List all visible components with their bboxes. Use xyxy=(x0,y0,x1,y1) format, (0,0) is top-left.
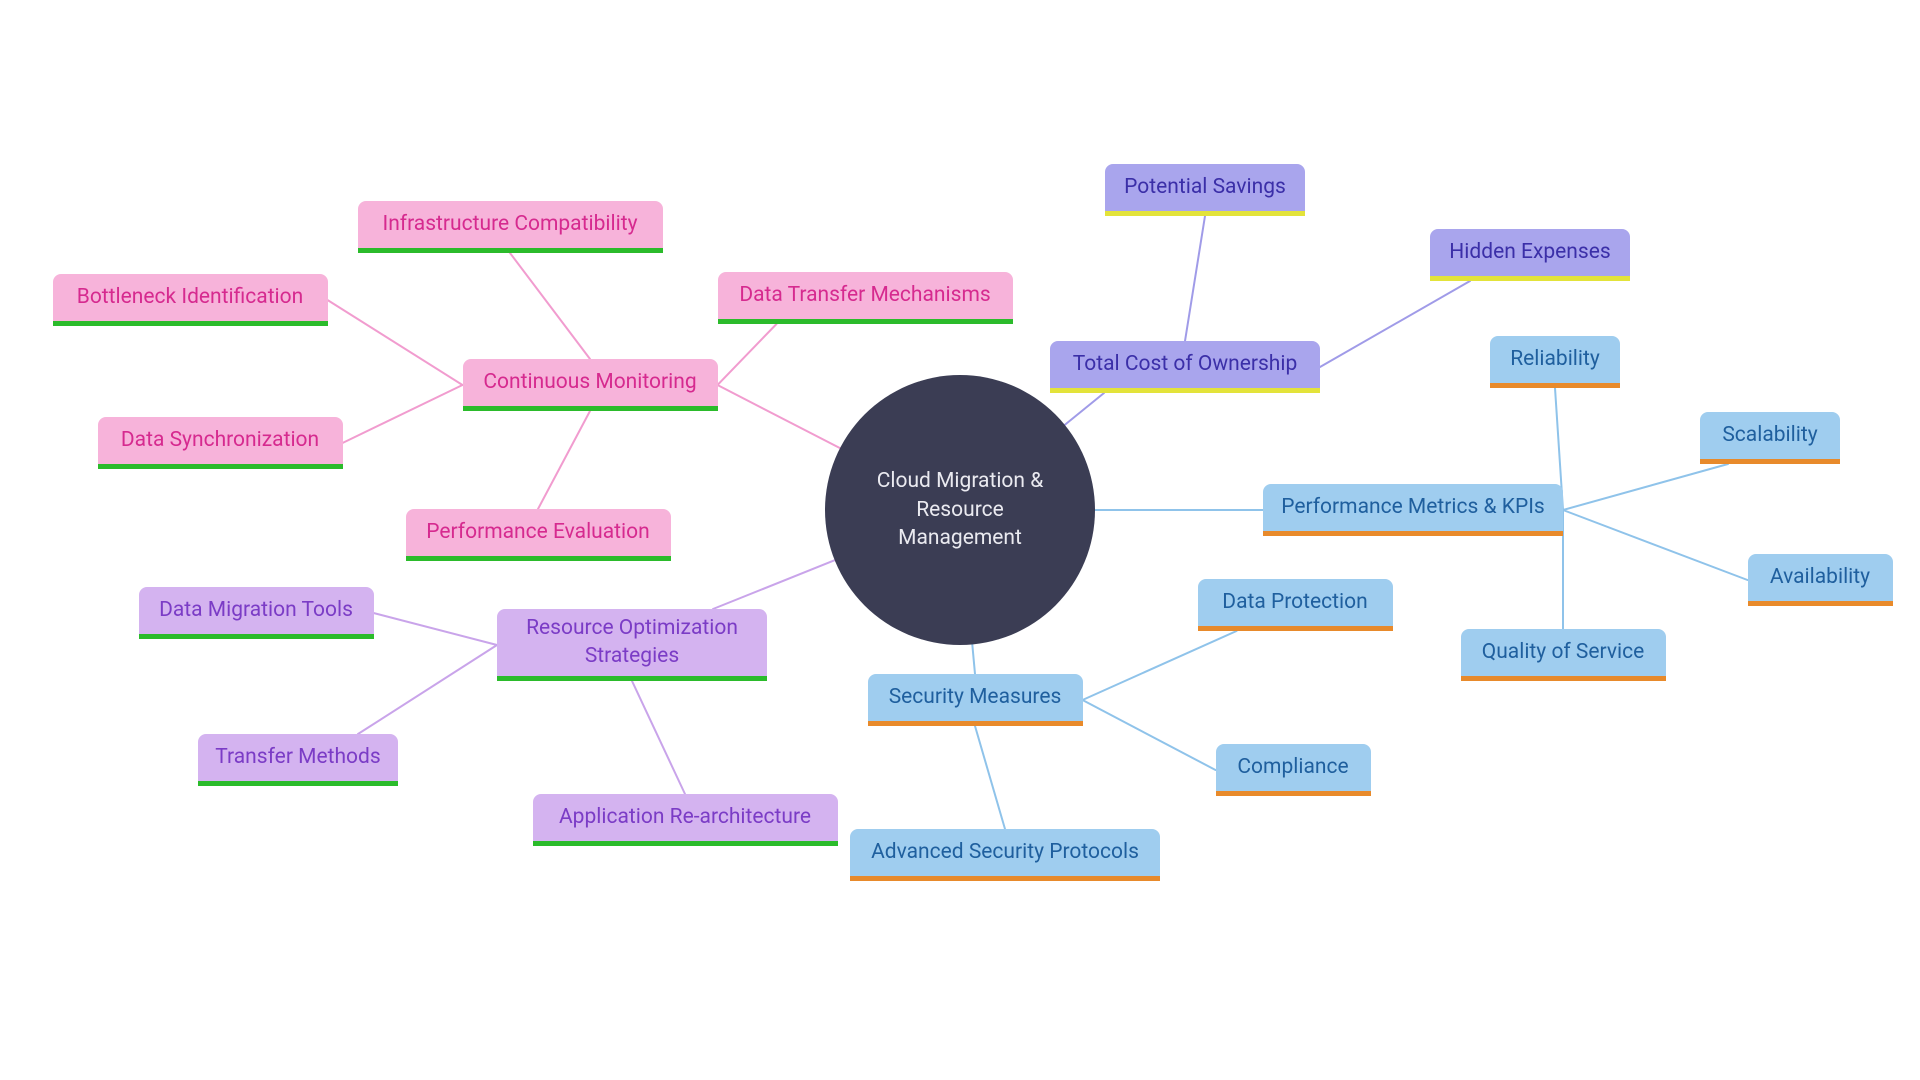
node-qos: Quality of Service xyxy=(1461,629,1666,681)
node-resource-opt: Resource Optimization Strategies xyxy=(497,609,767,681)
node-label: Performance Evaluation xyxy=(426,519,649,546)
node-label: Data Synchronization xyxy=(121,427,319,454)
node-infra-compat: Infrastructure Compatibility xyxy=(358,201,663,253)
node-label: Resource Optimization Strategies xyxy=(519,615,745,670)
node-bottleneck: Bottleneck Identification xyxy=(53,274,328,326)
node-reliability: Reliability xyxy=(1490,336,1620,388)
node-scalability: Scalability xyxy=(1700,412,1840,464)
node-label: Scalability xyxy=(1722,422,1817,449)
node-data-protection: Data Protection xyxy=(1198,579,1393,631)
node-label: Data Transfer Mechanisms xyxy=(739,282,990,309)
node-perf-eval: Performance Evaluation xyxy=(406,509,671,561)
node-label: Advanced Security Protocols xyxy=(871,839,1139,866)
node-transfer-methods: Transfer Methods xyxy=(198,734,398,786)
node-label: Potential Savings xyxy=(1124,174,1286,201)
node-label: Security Measures xyxy=(889,684,1062,711)
node-label: Quality of Service xyxy=(1482,639,1644,666)
node-label: Hidden Expenses xyxy=(1449,239,1610,266)
node-label: Total Cost of Ownership xyxy=(1073,351,1298,378)
node-label: Performance Metrics & KPIs xyxy=(1281,494,1545,521)
node-compliance: Compliance xyxy=(1216,744,1371,796)
node-label: Transfer Methods xyxy=(215,744,380,771)
node-kpis: Performance Metrics & KPIs xyxy=(1263,484,1563,536)
node-label: Bottleneck Identification xyxy=(77,284,304,311)
node-migration-tools: Data Migration Tools xyxy=(139,587,374,639)
center-label: Cloud Migration & Resource Management xyxy=(855,467,1065,552)
node-label: Data Migration Tools xyxy=(159,597,353,624)
node-label: Continuous Monitoring xyxy=(483,369,696,396)
center-node: Cloud Migration & Resource Management xyxy=(825,375,1095,645)
node-app-rearch: Application Re-architecture xyxy=(533,794,838,846)
node-monitoring: Continuous Monitoring xyxy=(463,359,718,411)
node-security: Security Measures xyxy=(868,674,1083,726)
node-label: Infrastructure Compatibility xyxy=(382,211,637,238)
node-label: Availability xyxy=(1770,564,1870,591)
node-data-sync: Data Synchronization xyxy=(98,417,343,469)
node-label: Reliability xyxy=(1510,346,1600,373)
node-availability: Availability xyxy=(1748,554,1893,606)
node-data-transfer: Data Transfer Mechanisms xyxy=(718,272,1013,324)
node-label: Compliance xyxy=(1237,754,1348,781)
node-hidden-exp: Hidden Expenses xyxy=(1430,229,1630,281)
node-adv-sec: Advanced Security Protocols xyxy=(850,829,1160,881)
node-label: Data Protection xyxy=(1222,589,1367,616)
node-label: Application Re-architecture xyxy=(559,804,811,831)
node-tco: Total Cost of Ownership xyxy=(1050,341,1320,393)
node-savings: Potential Savings xyxy=(1105,164,1305,216)
